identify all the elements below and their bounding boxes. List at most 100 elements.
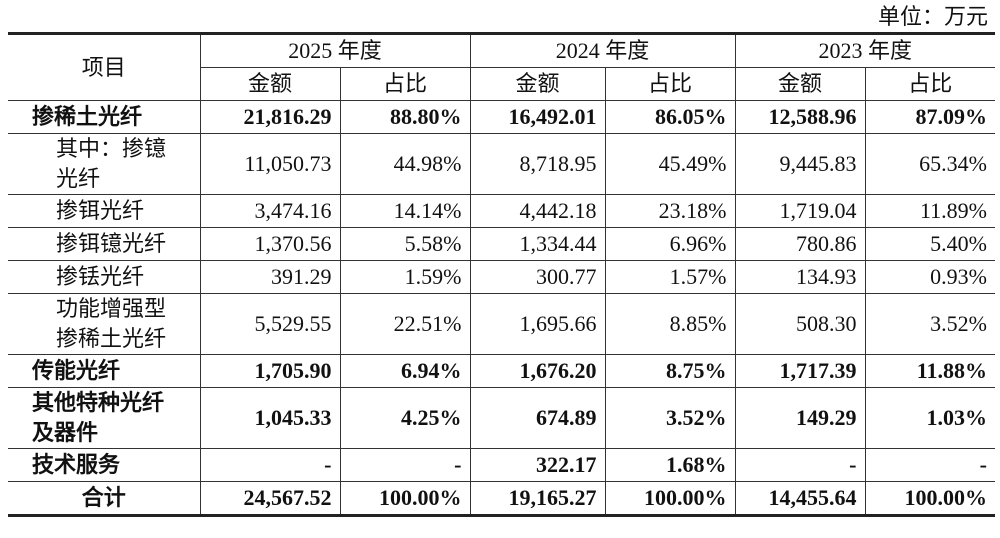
- row-label-cell: 传能光纤: [8, 354, 201, 388]
- row-label: 其中：掺镱光纤: [56, 136, 167, 191]
- value-cell: -: [339, 448, 471, 482]
- value-cell: 100.00%: [604, 481, 736, 517]
- value-cell: 100.00%: [339, 481, 471, 517]
- table-row: 掺铒镱光纤 1,370.56 5.58% 1,334.44 6.96% 780.86 5.4…: [8, 227, 995, 261]
- row-label-cell: 功能增强型掺稀土光纤: [8, 293, 201, 355]
- value-cell: 86.05%: [604, 100, 736, 134]
- value-cell: 1,676.20: [469, 354, 606, 388]
- value-cell: 134.93: [734, 260, 866, 294]
- value-cell: 11.88%: [864, 354, 995, 388]
- value-cell: 1.03%: [864, 387, 995, 449]
- row-label: 掺铒光纤: [56, 198, 145, 223]
- value-cell: 8.85%: [604, 293, 736, 355]
- value-cell: 6.94%: [339, 354, 471, 388]
- value-cell: 4,442.18: [469, 194, 606, 228]
- value-cell: 1,045.33: [199, 387, 341, 449]
- header-cell: 占比: [864, 67, 995, 101]
- value-cell: 1,370.56: [199, 227, 341, 261]
- value-cell: 14,455.64: [734, 481, 866, 517]
- value-cell: 22.51%: [339, 293, 471, 355]
- value-cell: 8,718.95: [469, 133, 606, 195]
- value-cell: 11,050.73: [199, 133, 341, 195]
- row-label: 传能光纤: [32, 358, 121, 383]
- row-label: 功能增强型掺稀土光纤: [56, 296, 167, 351]
- header-cell: 占比: [604, 67, 736, 101]
- header-cell: 占比: [339, 67, 471, 101]
- row-label-cell: 掺铥光纤: [8, 260, 201, 294]
- value-cell: 1,334.44: [469, 227, 606, 261]
- value-cell: 5.58%: [339, 227, 471, 261]
- value-cell: 12,588.96: [734, 100, 866, 134]
- row-label: 技术服务: [32, 452, 121, 477]
- header-cell: 2024 年度: [469, 32, 736, 68]
- value-cell: 11.89%: [864, 194, 995, 228]
- table-row: 技术服务 - -322.17 1.68% - -: [8, 448, 995, 482]
- value-cell: 300.77: [469, 260, 606, 294]
- value-cell: 45.49%: [604, 133, 736, 195]
- row-label-cell: 掺稀土光纤: [8, 100, 201, 134]
- row-label-cell: 其中：掺镱光纤: [8, 133, 201, 195]
- value-cell: 14.14%: [339, 194, 471, 228]
- value-cell: 1.59%: [339, 260, 471, 294]
- row-label: 合计: [81, 485, 126, 510]
- table-row: 功能增强型掺稀土光纤 5,529.55 22.51% 1,695.66 8.85% 508…: [8, 293, 995, 355]
- value-cell: 5.40%: [864, 227, 995, 261]
- header-cell: 2023 年度: [734, 32, 995, 68]
- value-cell: 24,567.52: [199, 481, 341, 517]
- value-cell: 3,474.16: [199, 194, 341, 228]
- value-cell: 1,717.39: [734, 354, 866, 388]
- value-cell: -: [734, 448, 866, 482]
- value-cell: 391.29: [199, 260, 341, 294]
- value-cell: 322.17: [469, 448, 606, 482]
- value-cell: -: [864, 448, 995, 482]
- value-cell: 44.98%: [339, 133, 471, 195]
- header-cell: 项目: [8, 32, 201, 101]
- value-cell: 16,492.01: [469, 100, 606, 134]
- data-table: 项目 2025 年度 2024 年度 2023 年度 金额 占比 金额 占比 金…: [8, 32, 995, 517]
- value-cell: 100.00%: [864, 481, 995, 517]
- value-cell: 6.96%: [604, 227, 736, 261]
- value-cell: 1.57%: [604, 260, 736, 294]
- value-cell: 149.29: [734, 387, 866, 449]
- value-cell: 3.52%: [604, 387, 736, 449]
- row-label-cell: 其他特种光纤及器件: [8, 387, 201, 449]
- row-label-cell: 掺铒镱光纤: [8, 227, 201, 261]
- value-cell: 780.86: [734, 227, 866, 261]
- header-row: 项目 2025 年度 2024 年度 2023 年度: [8, 32, 995, 101]
- table-row: 掺铥光纤 391.29 1.59% 300.77 1.57% 134.93 0.93%: [8, 260, 995, 294]
- table-row: 其他特种光纤及器件 1,045.33 4.25% 674.89 3.52% 149.29 1…: [8, 387, 995, 449]
- value-cell: 0.93%: [864, 260, 995, 294]
- row-label-cell: 合计: [8, 481, 201, 517]
- row-label: 掺铥光纤: [56, 264, 145, 289]
- value-cell: 4.25%: [339, 387, 471, 449]
- table-row: 传能光纤 1,705.90 6.94% 1,676.20 8.75% 1,717.39 11…: [8, 354, 995, 388]
- value-cell: 1,705.90: [199, 354, 341, 388]
- value-cell: 87.09%: [864, 100, 995, 134]
- value-cell: 508.30: [734, 293, 866, 355]
- table-body: 掺稀土光纤 21,816.29 88.80% 16,492.01 86.05% 12,58…: [8, 100, 995, 517]
- table-row: 掺稀土光纤 21,816.29 88.80% 16,492.01 86.05% 12,58…: [8, 100, 995, 134]
- value-cell: 1,719.04: [734, 194, 866, 228]
- row-label-cell: 技术服务: [8, 448, 201, 482]
- value-cell: 1.68%: [604, 448, 736, 482]
- header-row: 金额 占比 金额 占比 金额 占比: [8, 67, 995, 101]
- row-label: 掺稀土光纤: [32, 104, 143, 129]
- row-label: 掺铒镱光纤: [56, 231, 167, 256]
- value-cell: 1,695.66: [469, 293, 606, 355]
- unit-label: 单位：万元: [877, 4, 988, 29]
- value-cell: 65.34%: [864, 133, 995, 195]
- header-cell: 2025 年度: [199, 32, 471, 68]
- header-cell: 金额: [200, 67, 341, 101]
- row-label-cell: 掺铒光纤: [8, 194, 201, 228]
- value-cell: 88.80%: [339, 100, 471, 134]
- row-label: 其他特种光纤及器件: [32, 390, 165, 445]
- value-cell: 674.89: [469, 387, 606, 449]
- value-cell: 3.52%: [864, 293, 995, 355]
- value-cell: 23.18%: [604, 194, 736, 228]
- value-cell: 9,445.83: [734, 133, 866, 195]
- value-cell: 21,816.29: [199, 100, 341, 134]
- value-cell: 8.75%: [604, 354, 736, 388]
- table-row: 合计 24,567.52 100.00% 19,165.27 100.00% 14,455…: [8, 481, 995, 517]
- value-cell: 5,529.55: [199, 293, 341, 355]
